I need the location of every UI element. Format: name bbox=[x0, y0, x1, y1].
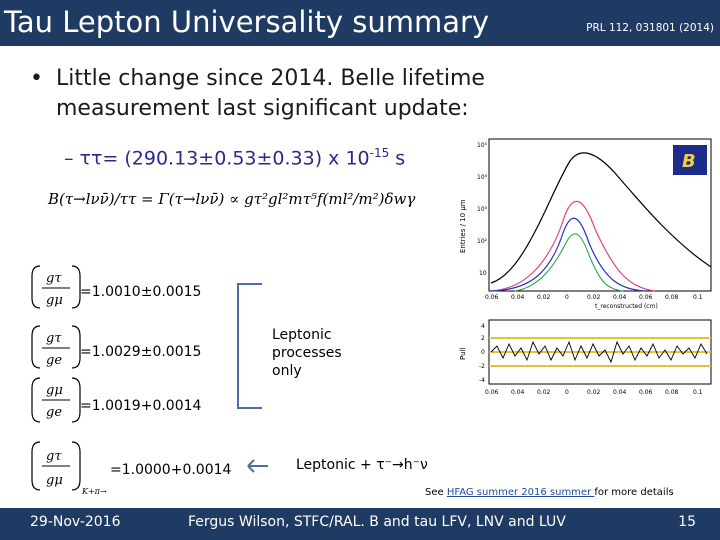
pull-y-tick-5: -4 bbox=[479, 377, 485, 384]
lifetime-plot: Entries / 10 μm 10⁵ 10⁴ 10³ 10² 10 0.06 … bbox=[455, 133, 717, 310]
ratio-4-value: =1.0000+0.0014 bbox=[110, 462, 232, 478]
lifetime-result: – ττ= (290.13±0.53±0.33) x 10-15 s bbox=[64, 146, 405, 169]
x-tick-5: 0.02 bbox=[587, 294, 601, 301]
pull-x-tick-2: 0.04 bbox=[511, 389, 525, 396]
ratio-2-value: =1.0029±0.0015 bbox=[80, 344, 201, 360]
ratio-row-2: gτ ge =1.0029±0.0015 bbox=[31, 325, 201, 369]
leptonic-plus-label: Leptonic + τ⁻→h⁻ν bbox=[296, 457, 428, 473]
x-tick-9: 0.1 bbox=[693, 294, 703, 301]
y-tick-top-5: 10 bbox=[479, 270, 487, 277]
pull-x-tick-3: 0.02 bbox=[537, 389, 551, 396]
main-bullet: • Little change since 2014. Belle lifeti… bbox=[30, 64, 590, 124]
pull-x-tick-5: 0.02 bbox=[587, 389, 601, 396]
y-tick-top-3: 10³ bbox=[477, 206, 488, 213]
bullet-marker: • bbox=[30, 66, 43, 91]
ratio-2-denominator: ge bbox=[46, 353, 62, 368]
page-number: 15 bbox=[678, 514, 696, 530]
leptonic-only-label: Leptonic processes only bbox=[272, 327, 342, 379]
bullet-text: Little change since 2014. Belle lifetime… bbox=[56, 66, 485, 121]
x-tick-2: 0.04 bbox=[511, 294, 525, 301]
pointer-arrow-icon bbox=[247, 459, 255, 473]
plot-x-label: t_reconstructed (cm) bbox=[595, 303, 658, 310]
x-tick-7: 0.06 bbox=[639, 294, 653, 301]
grouping-bracket bbox=[237, 283, 262, 409]
title-bar: Tau Lepton Universality summary PRL 112,… bbox=[0, 0, 720, 46]
footer-date: 29-Nov-2016 bbox=[30, 514, 121, 530]
pull-plot: Pull 4 2 0 -2 -4 0.06 0.04 0.02 0 0.02 0… bbox=[455, 316, 717, 399]
pull-x-tick-9: 0.1 bbox=[693, 389, 703, 396]
plot-frame bbox=[488, 138, 712, 292]
pull-y-label: Pull bbox=[459, 348, 467, 360]
footer-bar: 29-Nov-2016 Fergus Wilson, STFC/RAL. B a… bbox=[0, 508, 720, 540]
pull-x-tick-1: 0.06 bbox=[485, 389, 499, 396]
pull-x-tick-8: 0.08 bbox=[665, 389, 679, 396]
ratio-row-4: gτ gμ K+π→ =1.0000+0.0014 bbox=[31, 441, 232, 496]
pull-y-tick-2: 2 bbox=[481, 335, 485, 342]
reference-citation: PRL 112, 031801 (2014) bbox=[586, 22, 714, 34]
y-tick-top-1: 10⁵ bbox=[477, 142, 488, 149]
main-equation: B(τ→lνν̄)/ττ = Γ(τ→lνν̄) ∝ gτ²gl²mτ⁵f(ml… bbox=[47, 190, 415, 208]
plot-y-label: Entries / 10 μm bbox=[459, 199, 467, 253]
data-curve-black bbox=[490, 152, 712, 284]
lifetime-value: ττ= (290.13±0.53±0.33) x 10 bbox=[79, 147, 370, 170]
hfag-link[interactable]: HFAG summer 2016 summer bbox=[446, 487, 595, 498]
equation-block: B(τ→lνν̄)/ττ = Γ(τ→lνν̄) ∝ gτ²gl²mτ⁵f(ml… bbox=[31, 190, 415, 496]
ratio-2-numerator: gτ bbox=[46, 331, 62, 346]
y-tick-top-2: 10⁴ bbox=[477, 174, 488, 181]
ratio-3-numerator: gμ bbox=[46, 383, 63, 398]
x-tick-8: 0.08 bbox=[665, 294, 679, 301]
ratio-4-denominator: gμ bbox=[46, 473, 63, 488]
pull-y-tick-4: -2 bbox=[479, 363, 485, 370]
ratio-1-value: =1.0010±0.0015 bbox=[80, 284, 201, 300]
ratio-3-value: =1.0019+0.0014 bbox=[80, 398, 202, 414]
pull-residuals bbox=[490, 340, 708, 364]
x-tick-6: 0.04 bbox=[613, 294, 627, 301]
sub-bullet-dash: – bbox=[64, 147, 74, 170]
ratio-1-numerator: gτ bbox=[46, 271, 62, 286]
x-tick-4: 0 bbox=[565, 294, 569, 301]
data-curve-green bbox=[514, 233, 624, 292]
note-prefix: See bbox=[425, 487, 447, 498]
pull-x-tick-6: 0.04 bbox=[613, 389, 627, 396]
y-tick-top-4: 10² bbox=[477, 238, 488, 245]
lifetime-unit: s bbox=[395, 147, 406, 170]
x-tick-3: 0.02 bbox=[537, 294, 551, 301]
ratio-4-numerator: gτ bbox=[46, 449, 62, 464]
pull-y-tick-1: 4 bbox=[481, 323, 485, 330]
pull-y-tick-3: 0 bbox=[481, 349, 485, 356]
logo-letter: B bbox=[682, 151, 696, 172]
ratio-3-denominator: ge bbox=[46, 405, 62, 420]
data-curve-blue bbox=[490, 217, 646, 292]
slide-title: Tau Lepton Universality summary bbox=[4, 5, 490, 39]
ratio-row-3: gμ ge =1.0019+0.0014 bbox=[31, 377, 202, 423]
note-suffix: for more details bbox=[594, 487, 674, 498]
footnote: See HFAG summer 2016 summer for more det… bbox=[425, 487, 674, 498]
footer-author: Fergus Wilson, STFC/RAL. B and tau LFV, … bbox=[188, 514, 566, 530]
pull-x-tick-7: 0.06 bbox=[639, 389, 653, 396]
data-curve-red bbox=[490, 200, 656, 292]
lifetime-exponent: -15 bbox=[369, 146, 390, 160]
ratio-row-1: gτ gμ =1.0010±0.0015 bbox=[31, 265, 201, 309]
babar-logo bbox=[673, 145, 707, 175]
x-tick-1: 0.06 bbox=[485, 294, 499, 301]
ratio-1-denominator: gμ bbox=[46, 293, 63, 308]
pull-x-tick-4: 0 bbox=[565, 389, 569, 396]
ratio-4-subscript: K+π→ bbox=[81, 487, 107, 496]
